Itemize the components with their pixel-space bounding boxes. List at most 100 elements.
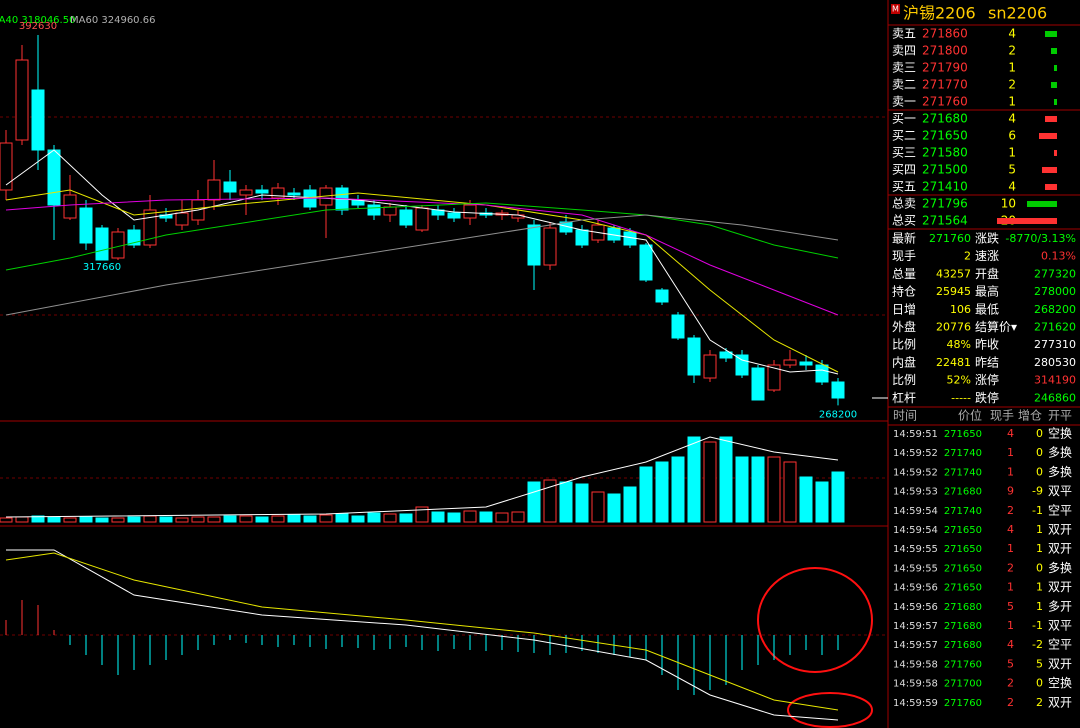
volume-bar xyxy=(399,513,413,523)
tick-type: 空平 xyxy=(1048,503,1072,517)
tick-time: 14:59:58 xyxy=(893,659,938,670)
candle-body xyxy=(367,204,381,216)
tick-type: 双开 xyxy=(1048,657,1072,671)
tick-oi-change: 0 xyxy=(1036,465,1043,478)
tick-price: 271760 xyxy=(944,659,982,670)
volume-bar xyxy=(607,493,621,523)
tick-type: 多开 xyxy=(1048,599,1072,613)
tick-volume: 1 xyxy=(1007,542,1014,555)
book-bar xyxy=(1042,167,1057,173)
volume-bar xyxy=(719,436,733,523)
tick-price: 271680 xyxy=(944,621,982,632)
candle-body xyxy=(575,229,589,246)
stat-label: 杠杆 xyxy=(892,390,916,405)
book-label: 买二 xyxy=(892,129,916,143)
tick-volume: 2 xyxy=(1007,696,1014,709)
tick-price: 271680 xyxy=(944,602,982,613)
book-label: 总卖 xyxy=(892,197,916,211)
stat-value: ----- xyxy=(951,391,971,404)
book-bar xyxy=(1054,65,1057,71)
badge-text: M xyxy=(892,5,899,14)
candle-body xyxy=(527,224,541,266)
tick-time: 14:59:51 xyxy=(893,429,938,440)
tick-price: 271680 xyxy=(944,487,982,498)
volume-bar xyxy=(31,515,45,523)
stat-label: 速涨 xyxy=(975,248,999,263)
volume-bar xyxy=(287,514,301,523)
volume-bar xyxy=(223,515,237,523)
tick-oi-change: 0 xyxy=(1036,446,1043,459)
volume-bar xyxy=(767,456,781,523)
candle-body xyxy=(95,227,109,261)
stat-value: 52% xyxy=(947,374,971,387)
volume-bar xyxy=(511,511,525,523)
tick-price: 271650 xyxy=(944,429,982,440)
ma-line xyxy=(5,197,839,316)
tick-type: 空换 xyxy=(1048,676,1072,690)
tick-time: 14:59:54 xyxy=(893,525,938,536)
tick-time: 14:59:52 xyxy=(893,448,938,459)
stat-value: 246860 xyxy=(1034,391,1076,404)
candle-body xyxy=(799,361,813,366)
tick-volume: 2 xyxy=(1007,504,1014,517)
volume-bar xyxy=(351,515,365,523)
volume-bar xyxy=(751,456,765,523)
stat-label: 内盘 xyxy=(892,354,916,369)
volume-bar xyxy=(367,512,381,523)
tick-oi-change: 5 xyxy=(1036,657,1043,670)
volume-bar xyxy=(623,486,637,523)
volume-average xyxy=(5,436,839,518)
volume-bar xyxy=(575,483,589,523)
candle-body xyxy=(767,364,781,391)
tick-type: 双开 xyxy=(1048,523,1072,537)
volume-bar xyxy=(735,456,749,523)
stat-label: 涨跌 xyxy=(975,231,999,246)
candle-body xyxy=(31,89,45,151)
tick-price: 271700 xyxy=(944,679,982,690)
ma-legend: MA40 318046.50 xyxy=(0,15,75,26)
book-volume: 1 xyxy=(1008,61,1016,75)
book-label: 卖五 xyxy=(892,27,916,41)
book-price: 271760 xyxy=(922,95,968,109)
tick-oi-change: 1 xyxy=(1036,600,1043,613)
volume-bar xyxy=(15,516,29,523)
tick-header: 价位 xyxy=(958,408,982,423)
volume-bar xyxy=(543,479,557,523)
candle-body xyxy=(255,189,269,194)
tick-price: 271680 xyxy=(944,640,982,651)
candle-body xyxy=(15,59,29,141)
volume-bar xyxy=(799,476,813,523)
book-bar xyxy=(1045,116,1057,122)
stat-label: 持仓 xyxy=(892,284,916,299)
tick-time: 14:59:57 xyxy=(893,640,938,651)
tick-price: 271650 xyxy=(944,544,982,555)
volume-bar xyxy=(639,466,653,523)
stat-value: 278000 xyxy=(1034,285,1076,298)
book-price: 271650 xyxy=(922,129,968,143)
candle-body xyxy=(639,244,653,281)
volume-bar xyxy=(271,515,285,523)
tick-volume: 1 xyxy=(1007,581,1014,594)
tick-header: 开平 xyxy=(1048,409,1072,423)
book-price: 271790 xyxy=(922,61,968,75)
price-label: 268200 xyxy=(819,409,857,420)
tick-volume: 5 xyxy=(1007,657,1014,670)
volume-bar xyxy=(687,436,701,523)
tick-time: 14:59:55 xyxy=(893,563,938,574)
volume-bar xyxy=(815,481,829,523)
book-volume: 4 xyxy=(1008,27,1016,41)
tick-oi-change: -9 xyxy=(1032,485,1043,498)
candle-body xyxy=(783,359,797,366)
candle-body xyxy=(687,337,701,376)
volume-bar xyxy=(335,513,349,523)
tick-header: 时间 xyxy=(893,409,917,423)
candle-body xyxy=(831,381,845,399)
stat-value: 43257 xyxy=(936,267,971,280)
tick-volume: 1 xyxy=(1007,446,1014,459)
volume-bar xyxy=(783,461,797,523)
candle-body xyxy=(63,194,77,219)
volume-bar xyxy=(591,491,605,523)
tick-type: 双平 xyxy=(1048,484,1072,498)
book-price: 271680 xyxy=(922,112,968,126)
candle-body xyxy=(383,206,397,216)
